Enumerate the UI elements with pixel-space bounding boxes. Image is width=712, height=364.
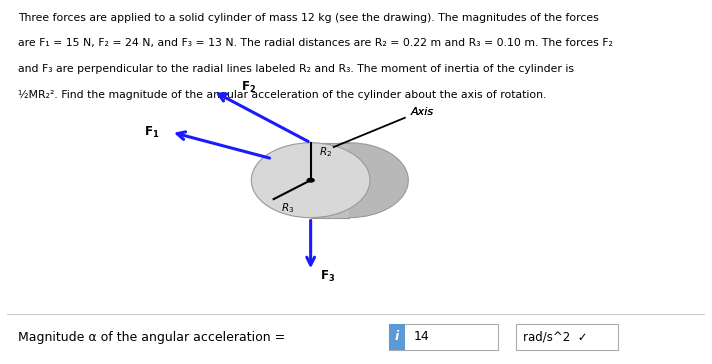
Ellipse shape [290,143,409,218]
Text: ½MR₂². Find the magnitude of the angular acceleration of the cylinder about the : ½MR₂². Find the magnitude of the angular… [18,90,546,100]
Text: rad/s^2  ✓: rad/s^2 ✓ [523,330,588,343]
Text: 14: 14 [413,330,429,343]
Bar [389,324,498,350]
Text: $R_3$: $R_3$ [281,201,294,215]
Text: Axis: Axis [410,107,434,117]
Bar [310,143,349,218]
Text: i: i [395,330,399,343]
Text: $R_2$: $R_2$ [319,146,332,159]
Text: are F₁ = 15 N, F₂ = 24 N, and F₃ = 13 N. The radial distances are R₂ = 0.22 m an: are F₁ = 15 N, F₂ = 24 N, and F₃ = 13 N.… [18,38,612,48]
Text: and F₃ are perpendicular to the radial lines labeled R₂ and R₃. The moment of in: and F₃ are perpendicular to the radial l… [18,64,574,74]
Circle shape [307,178,314,182]
Bar [389,324,405,350]
Bar [516,324,617,350]
Text: $\mathbf{F_2}$: $\mathbf{F_2}$ [241,79,256,95]
Text: $\mathbf{F_3}$: $\mathbf{F_3}$ [320,269,335,285]
Text: Axis: Axis [410,107,434,117]
Text: Magnitude α of the angular acceleration =: Magnitude α of the angular acceleration … [18,331,285,344]
Ellipse shape [251,143,370,218]
Text: $\mathbf{F_1}$: $\mathbf{F_1}$ [144,124,159,140]
Text: Three forces are applied to a solid cylinder of mass 12 kg (see the drawing). Th: Three forces are applied to a solid cyli… [18,12,598,23]
